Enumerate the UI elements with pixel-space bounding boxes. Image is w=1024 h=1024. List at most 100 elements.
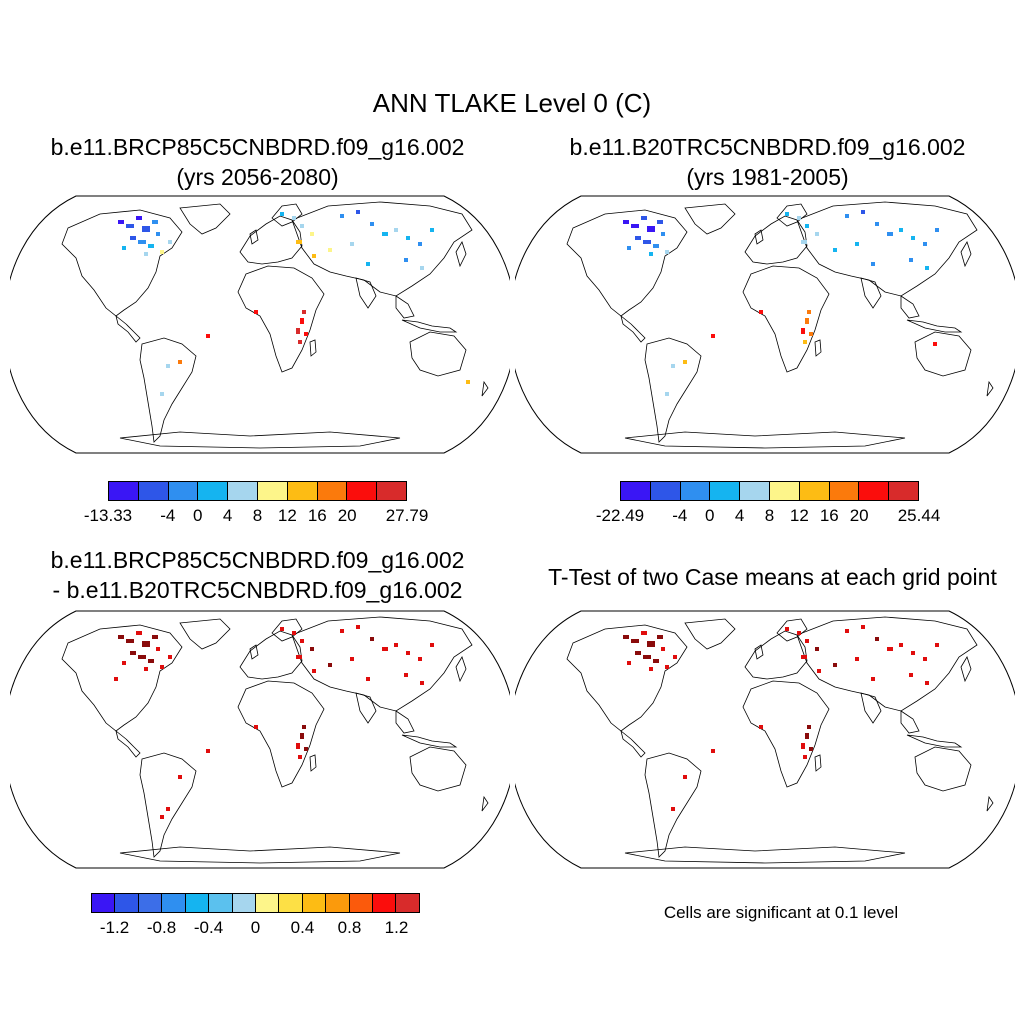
lake-cell <box>801 655 807 659</box>
panel-3-case-a: b.e11.BRCP85C5CNBDRD.f09_g16.002 <box>50 547 465 573</box>
coastline <box>401 734 458 748</box>
lake-cell <box>935 228 939 232</box>
lake-cell <box>304 747 308 751</box>
coastline <box>742 265 830 373</box>
lake-cell <box>909 258 913 262</box>
lake-cell <box>861 210 865 214</box>
lake-cell <box>356 210 360 214</box>
coastline <box>566 209 688 317</box>
coastline <box>355 277 377 309</box>
lake-cell <box>178 360 182 364</box>
coastline <box>249 229 259 245</box>
lake-cell <box>292 216 296 220</box>
lake-cell <box>118 220 124 224</box>
colorbar-tick-label: 16 <box>307 506 327 525</box>
lake-cell <box>406 651 410 655</box>
coastline <box>860 692 882 724</box>
lake-cell <box>152 220 158 224</box>
colorbar-swatch <box>232 894 256 912</box>
lake-cell <box>366 262 370 266</box>
lake-cell <box>178 775 182 779</box>
lake-cell <box>797 216 801 220</box>
coastline <box>61 209 183 317</box>
lake-cell <box>671 807 675 811</box>
coastline <box>237 265 325 373</box>
colorbar-tick-label: -22.49 <box>595 506 645 525</box>
lake-cell <box>833 663 837 667</box>
lake-cell <box>909 673 913 677</box>
lake-cells <box>118 210 470 396</box>
colorbar-swatch <box>621 482 651 500</box>
lake-cell <box>665 392 669 396</box>
lake-cell <box>126 639 134 643</box>
lake-cell <box>136 631 142 635</box>
panel-2-title: b.e11.B20TRC5CNBDRD.f09_g16.002 (yrs 198… <box>525 132 1010 192</box>
colorbar-tick-label: 27.79 <box>385 506 429 525</box>
lake-cell <box>815 232 819 236</box>
lake-cell <box>635 651 641 655</box>
coastline <box>481 795 489 812</box>
lake-cell <box>302 310 306 314</box>
coastline <box>355 692 377 724</box>
lake-cell <box>845 629 849 633</box>
coastline <box>754 644 764 660</box>
colorbar-tick-label: -4 <box>672 506 688 525</box>
lake-cell <box>296 240 302 244</box>
lake-cell <box>418 242 422 246</box>
lake-cell <box>653 244 659 248</box>
coastline <box>566 624 688 732</box>
colorbar-tick-label: 16 <box>819 506 839 525</box>
map-boundary <box>10 195 510 454</box>
lake-cell <box>855 657 859 661</box>
lake-cell <box>296 655 302 659</box>
lake-cell <box>911 236 915 240</box>
coastline <box>309 339 317 357</box>
coastline <box>309 754 317 772</box>
lake-cell <box>160 815 164 819</box>
colorbar-tick-label: 0 <box>704 506 715 525</box>
colorbar-swatch <box>255 894 280 912</box>
lake-cell <box>298 755 302 759</box>
colorbar-swatch <box>349 894 374 912</box>
lake-cell <box>627 661 631 665</box>
lake-cell <box>136 216 142 220</box>
lake-cell <box>382 232 388 236</box>
lake-cell <box>845 214 849 218</box>
colorbar-tick-label: 0 <box>192 506 203 525</box>
coastline <box>960 656 972 683</box>
lake-cell <box>805 733 809 739</box>
lake-cell <box>661 647 665 651</box>
coastline <box>401 319 458 333</box>
lake-cell <box>148 244 154 248</box>
coastline <box>291 201 473 297</box>
coastline <box>860 277 882 309</box>
lake-cell <box>310 647 314 651</box>
lake-cell <box>631 224 639 228</box>
lake-cell <box>933 342 937 346</box>
colorbar-tick-label: 20 <box>337 506 357 525</box>
panel-1-years: (yrs 2056-2080) <box>176 164 339 190</box>
lake-cell <box>671 364 675 368</box>
lake-cell <box>785 212 789 216</box>
colorbar-tick-label: -0.8 <box>146 918 177 937</box>
lake-cell <box>803 755 807 759</box>
lake-cell <box>300 224 304 228</box>
lake-cell <box>430 643 434 647</box>
lake-cell <box>312 669 316 673</box>
colorbar-tick-label: 25.44 <box>897 506 941 525</box>
lake-cell <box>370 222 374 226</box>
colorbar-tick-label: 12 <box>789 506 809 525</box>
colorbar-swatch <box>373 894 397 912</box>
panel-1-case-name: b.e11.BRCP85C5CNBDRD.f09_g16.002 <box>50 134 465 160</box>
lake-cell <box>156 232 160 236</box>
lake-cell <box>809 332 813 336</box>
lake-cell <box>887 232 893 236</box>
lake-cell <box>280 627 284 631</box>
coastline <box>119 846 401 864</box>
lake-cell <box>144 252 148 256</box>
colorbar-swatch <box>396 894 419 912</box>
lake-cell <box>641 631 647 635</box>
colorbar-swatch <box>769 482 800 500</box>
lake-cell <box>657 220 663 224</box>
lake-cell <box>623 635 629 639</box>
